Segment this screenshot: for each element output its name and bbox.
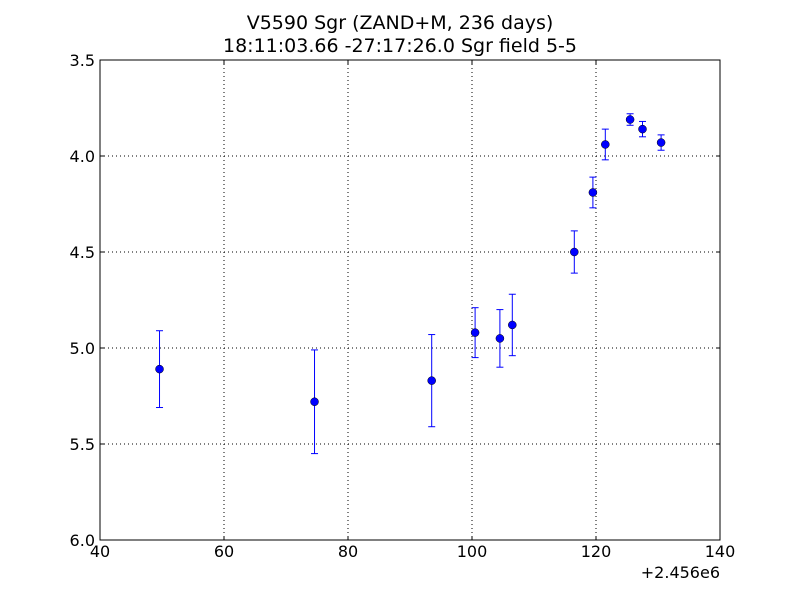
axis-ticks: [99, 59, 721, 541]
y-tick-label: 3.5: [70, 51, 95, 70]
data-point: [310, 397, 319, 407]
data-points: [155, 115, 666, 407]
y-tick-label: 4.5: [70, 243, 95, 262]
data-point: [570, 247, 579, 257]
x-tick-label: 60: [214, 542, 234, 561]
data-point: [427, 376, 436, 385]
y-tick-label: 5.5: [70, 435, 95, 454]
x-tick-label: 140: [705, 542, 736, 561]
data-point: [508, 320, 517, 330]
x-tick-label: 120: [581, 542, 612, 561]
data-point: [495, 334, 505, 343]
y-tick-label: 5.0: [70, 339, 95, 358]
chart-subtitle: 18:11:03.66 -27:17:26.0 Sgr field 5-5: [223, 35, 577, 57]
data-point: [155, 364, 164, 374]
data-point: [656, 138, 666, 147]
x-tick-label: 40: [90, 542, 110, 561]
data-point: [588, 188, 598, 197]
data-point: [601, 140, 610, 149]
data-point: [625, 115, 635, 124]
data-point: [470, 328, 480, 337]
tick-labels: 40 60 80 100 120 140 3.5 4.0 4.5 5.0 5.5 6.0: [70, 51, 736, 561]
chart-title: V5590 Sgr (ZAND+M, 236 days): [246, 12, 554, 34]
error-bars: [156, 113, 665, 455]
y-tick-label: 4.0: [70, 147, 95, 166]
grid: [100, 60, 720, 540]
data-point: [638, 124, 647, 134]
x-tick-label: 100: [457, 542, 488, 561]
x-tick-label: 80: [338, 542, 358, 561]
y-tick-label: 6.0: [70, 531, 95, 550]
plot-frame: [99, 59, 721, 541]
x-offset-label: +2.456e6: [641, 563, 720, 582]
